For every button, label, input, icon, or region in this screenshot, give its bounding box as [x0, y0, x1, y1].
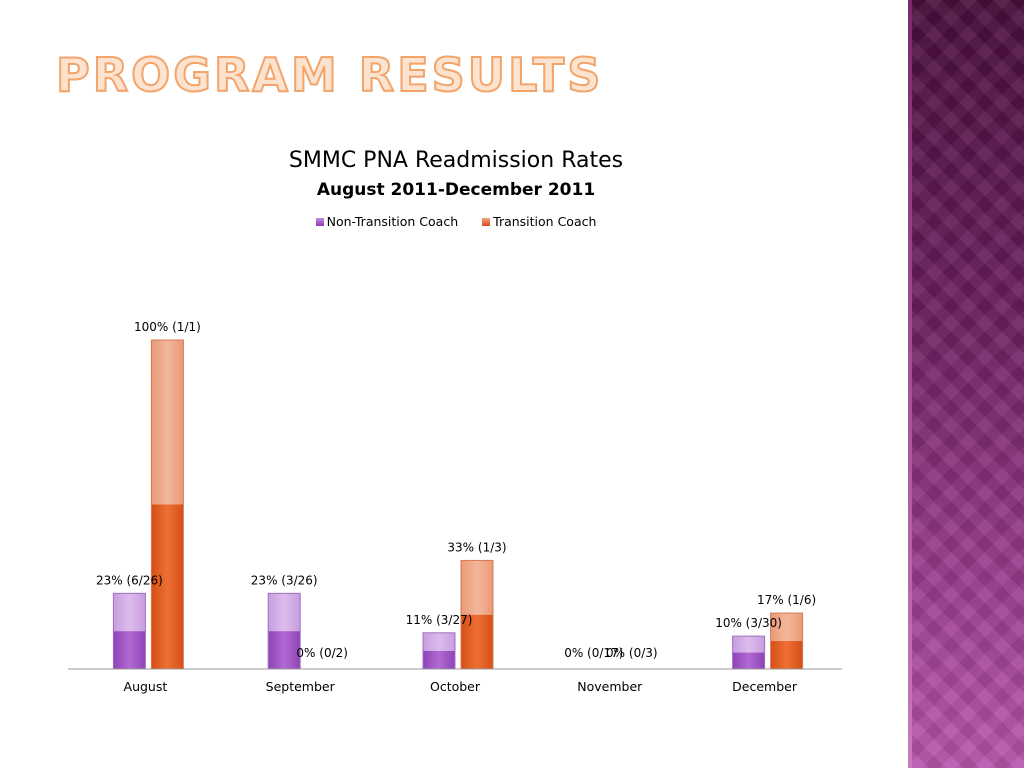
data-label-transition-december: 17% (1/6) — [757, 593, 816, 607]
bar-transition-december — [770, 612, 804, 670]
bar-chart: 23% (6/26) 100% (1/1) 23% (3/26) 0% (0/2) 11… — [68, 320, 842, 694]
decorative-sidebar — [912, 0, 1024, 768]
data-label-non-transition-august: 23% (6/26) — [96, 573, 163, 587]
legend-item-transition: Transition Coach — [482, 214, 596, 229]
x-tick-label-august: August — [124, 679, 168, 694]
data-label-transition-october: 33% (1/3) — [447, 540, 506, 554]
data-label-transition-november: 0% (0/3) — [606, 646, 658, 660]
sidebar-edge — [908, 0, 912, 768]
bar-non-transition-december — [732, 635, 766, 670]
bar-non-transition-september — [267, 592, 301, 670]
data-label-transition-august: 100% (1/1) — [134, 320, 201, 334]
x-tick-label-november: November — [577, 679, 643, 694]
bar-transition-october — [460, 559, 494, 670]
bar-non-transition-august — [112, 592, 146, 670]
data-label-non-transition-september: 23% (3/26) — [251, 573, 318, 587]
bars-group — [112, 339, 804, 670]
data-labels-group: 23% (6/26) 100% (1/1) 23% (3/26) 0% (0/2) 11… — [96, 320, 816, 660]
legend-swatch-non-transition — [315, 217, 324, 226]
bar-transition-august — [150, 339, 184, 670]
data-label-non-transition-december: 10% (3/30) — [715, 616, 782, 630]
legend-label-transition: Transition Coach — [493, 214, 597, 229]
data-label-transition-september: 0% (0/2) — [296, 646, 348, 660]
x-tick-label-october: October — [430, 679, 481, 694]
bar-non-transition-october — [422, 632, 456, 670]
slide-title: PROGRAM RESULTS — [55, 48, 604, 102]
legend-label-non-transition: Non-Transition Coach — [326, 214, 459, 229]
chart-subtitle: August 2011-December 2011 — [316, 180, 596, 200]
chart-legend: Non-Transition Coach Transition Coach — [0, 214, 912, 229]
x-tick-label-september: September — [266, 679, 336, 694]
legend-item-non-transition: Non-Transition Coach — [315, 214, 459, 229]
data-label-non-transition-november: 0% (0/17) — [564, 646, 623, 660]
chart-title: SMMC PNA Readmission Rates — [288, 148, 624, 173]
legend-swatch-transition — [482, 217, 491, 226]
x-tick-labels-group: August September October November December — [124, 679, 798, 694]
data-label-non-transition-october: 11% (3/27) — [406, 613, 473, 627]
x-tick-label-december: December — [732, 679, 798, 694]
